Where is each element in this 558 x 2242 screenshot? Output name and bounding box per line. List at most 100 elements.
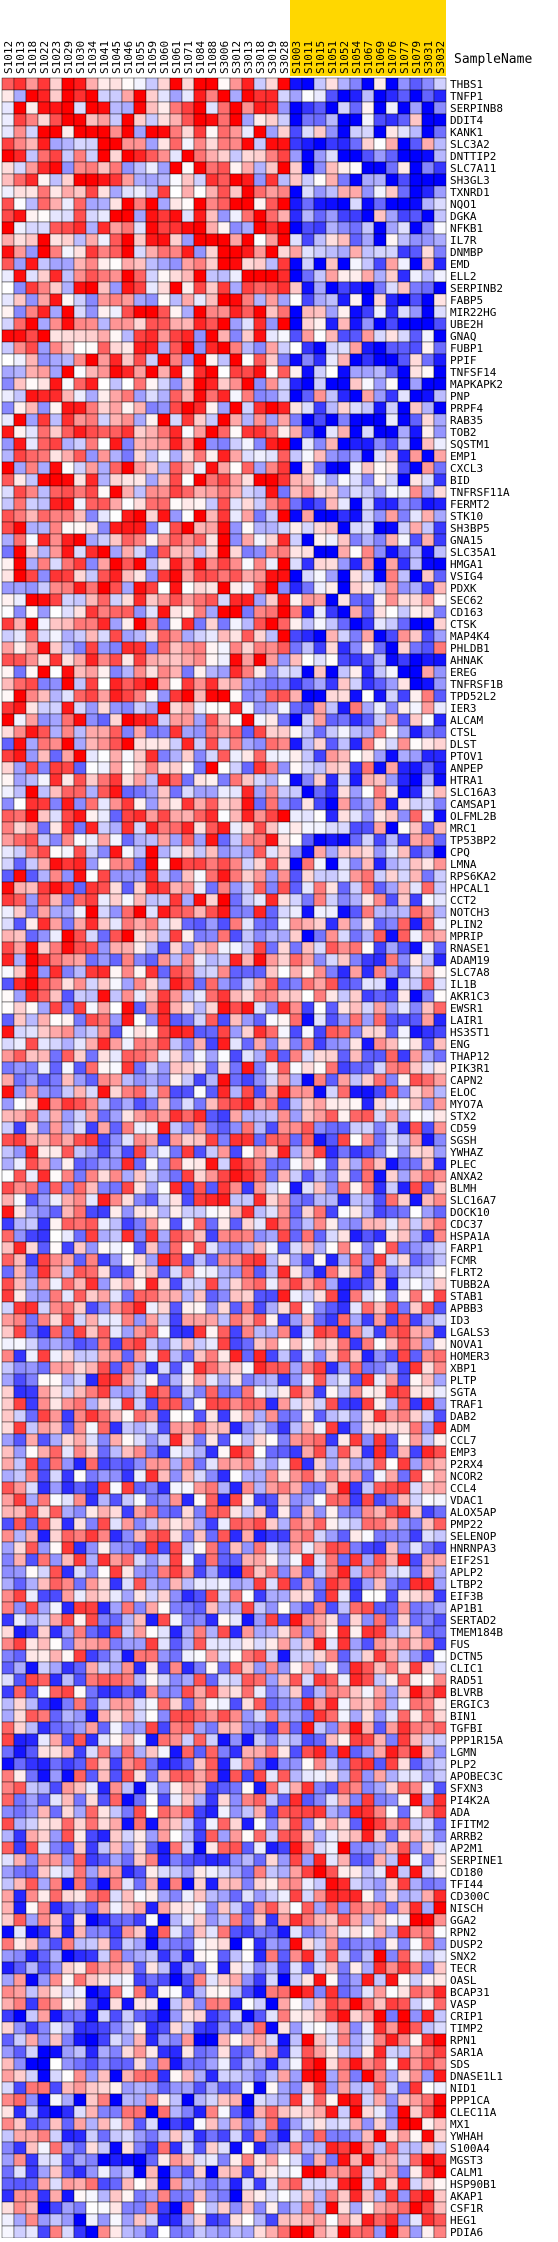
heatmap-cell — [25, 1013, 39, 1027]
heatmap-cell — [37, 1661, 51, 1675]
heatmap-cell — [397, 1589, 411, 1603]
heatmap-cell — [397, 881, 411, 895]
heatmap-cell — [157, 461, 171, 475]
heatmap-cell — [409, 221, 423, 235]
heatmap-cell — [37, 545, 51, 559]
heatmap-cell — [61, 1457, 75, 1471]
heatmap-cell — [289, 233, 303, 247]
heatmap-cell — [409, 845, 423, 859]
heatmap-cell — [313, 365, 327, 379]
heatmap-cell — [301, 1481, 315, 1495]
heatmap-cell — [85, 1085, 99, 1099]
heatmap-cell — [325, 1085, 339, 1099]
heatmap-cell — [217, 269, 231, 283]
heatmap-cell — [85, 893, 99, 907]
heatmap-cell — [289, 1517, 303, 1531]
heatmap-cell — [241, 713, 255, 727]
heatmap-cell — [49, 305, 63, 319]
heatmap-cell — [313, 1421, 327, 1435]
heatmap-cell — [73, 1361, 87, 1375]
heatmap-cell — [301, 269, 315, 283]
heatmap-cell — [277, 737, 291, 751]
heatmap-cell — [61, 341, 75, 355]
heatmap-cell — [385, 881, 399, 895]
heatmap-cell — [85, 809, 99, 823]
heatmap-cell — [157, 1565, 171, 1579]
heatmap-cell — [433, 905, 447, 919]
heatmap-cell — [1, 1241, 15, 1255]
heatmap-cell — [1, 737, 15, 751]
heatmap-cell — [301, 833, 315, 847]
heatmap-cell — [325, 257, 339, 271]
heatmap-cell — [349, 353, 363, 367]
heatmap-cell — [109, 1229, 123, 1243]
heatmap-cell — [205, 1001, 219, 1015]
heatmap-cell — [85, 1301, 99, 1315]
heatmap-cell — [157, 1553, 171, 1567]
heatmap-cell — [193, 1109, 207, 1123]
heatmap-cell — [1, 1457, 15, 1471]
heatmap-cell — [229, 1217, 243, 1231]
heatmap-cell — [145, 593, 159, 607]
heatmap-cell — [325, 545, 339, 559]
heatmap-cell — [193, 185, 207, 199]
heatmap-cell — [109, 269, 123, 283]
heatmap-cell — [193, 965, 207, 979]
heatmap-cell — [397, 617, 411, 631]
heatmap-cell — [49, 377, 63, 391]
heatmap-cell — [1, 413, 15, 427]
heatmap-cell — [181, 1169, 195, 1183]
heatmap-cell — [373, 713, 387, 727]
heatmap-cell — [241, 1049, 255, 1063]
heatmap-cell — [421, 1361, 435, 1375]
heatmap-cell — [337, 593, 351, 607]
heatmap-cell — [409, 1661, 423, 1675]
heatmap-cell — [373, 1241, 387, 1255]
heatmap-cell — [373, 221, 387, 235]
heatmap-cell — [193, 917, 207, 931]
heatmap-cell — [121, 317, 135, 331]
heatmap-cell — [337, 1001, 351, 1015]
heatmap-cell — [289, 161, 303, 175]
heatmap-cell — [361, 1565, 375, 1579]
heatmap-cell — [109, 1625, 123, 1639]
heatmap-cell — [313, 1457, 327, 1471]
heatmap-cell — [313, 857, 327, 871]
heatmap-cell — [385, 1385, 399, 1399]
heatmap-cell — [73, 1433, 87, 1447]
heatmap-cell — [277, 1109, 291, 1123]
heatmap-cell — [253, 881, 267, 895]
heatmap-cell — [229, 557, 243, 571]
heatmap-cell — [361, 305, 375, 319]
heatmap-cell — [277, 509, 291, 523]
heatmap-cell — [97, 473, 111, 487]
heatmap-cell — [25, 377, 39, 391]
heatmap-cell — [241, 233, 255, 247]
heatmap-cell — [217, 1277, 231, 1291]
heatmap-cell — [313, 881, 327, 895]
heatmap-cell — [193, 989, 207, 1003]
heatmap-cell — [361, 365, 375, 379]
heatmap-cell — [193, 1637, 207, 1651]
heatmap-cell — [349, 1253, 363, 1267]
heatmap-cell — [49, 1049, 63, 1063]
heatmap-cell — [241, 749, 255, 763]
heatmap-cell — [61, 1409, 75, 1423]
heatmap-cell — [193, 785, 207, 799]
heatmap-cell — [205, 845, 219, 859]
heatmap-cell — [73, 701, 87, 715]
heatmap-cell — [37, 77, 51, 91]
heatmap-cell — [241, 293, 255, 307]
heatmap-cell — [241, 461, 255, 475]
heatmap-cell — [301, 509, 315, 523]
heatmap-cell — [265, 1229, 279, 1243]
heatmap-cell — [409, 1481, 423, 1495]
heatmap-cell — [25, 125, 39, 139]
heatmap-cell — [241, 1637, 255, 1651]
heatmap-cell — [169, 1517, 183, 1531]
heatmap-cell — [1, 1337, 15, 1351]
heatmap-cell — [121, 1121, 135, 1135]
heatmap-cell — [265, 1445, 279, 1459]
heatmap-cell — [229, 1589, 243, 1603]
heatmap-cell — [169, 293, 183, 307]
